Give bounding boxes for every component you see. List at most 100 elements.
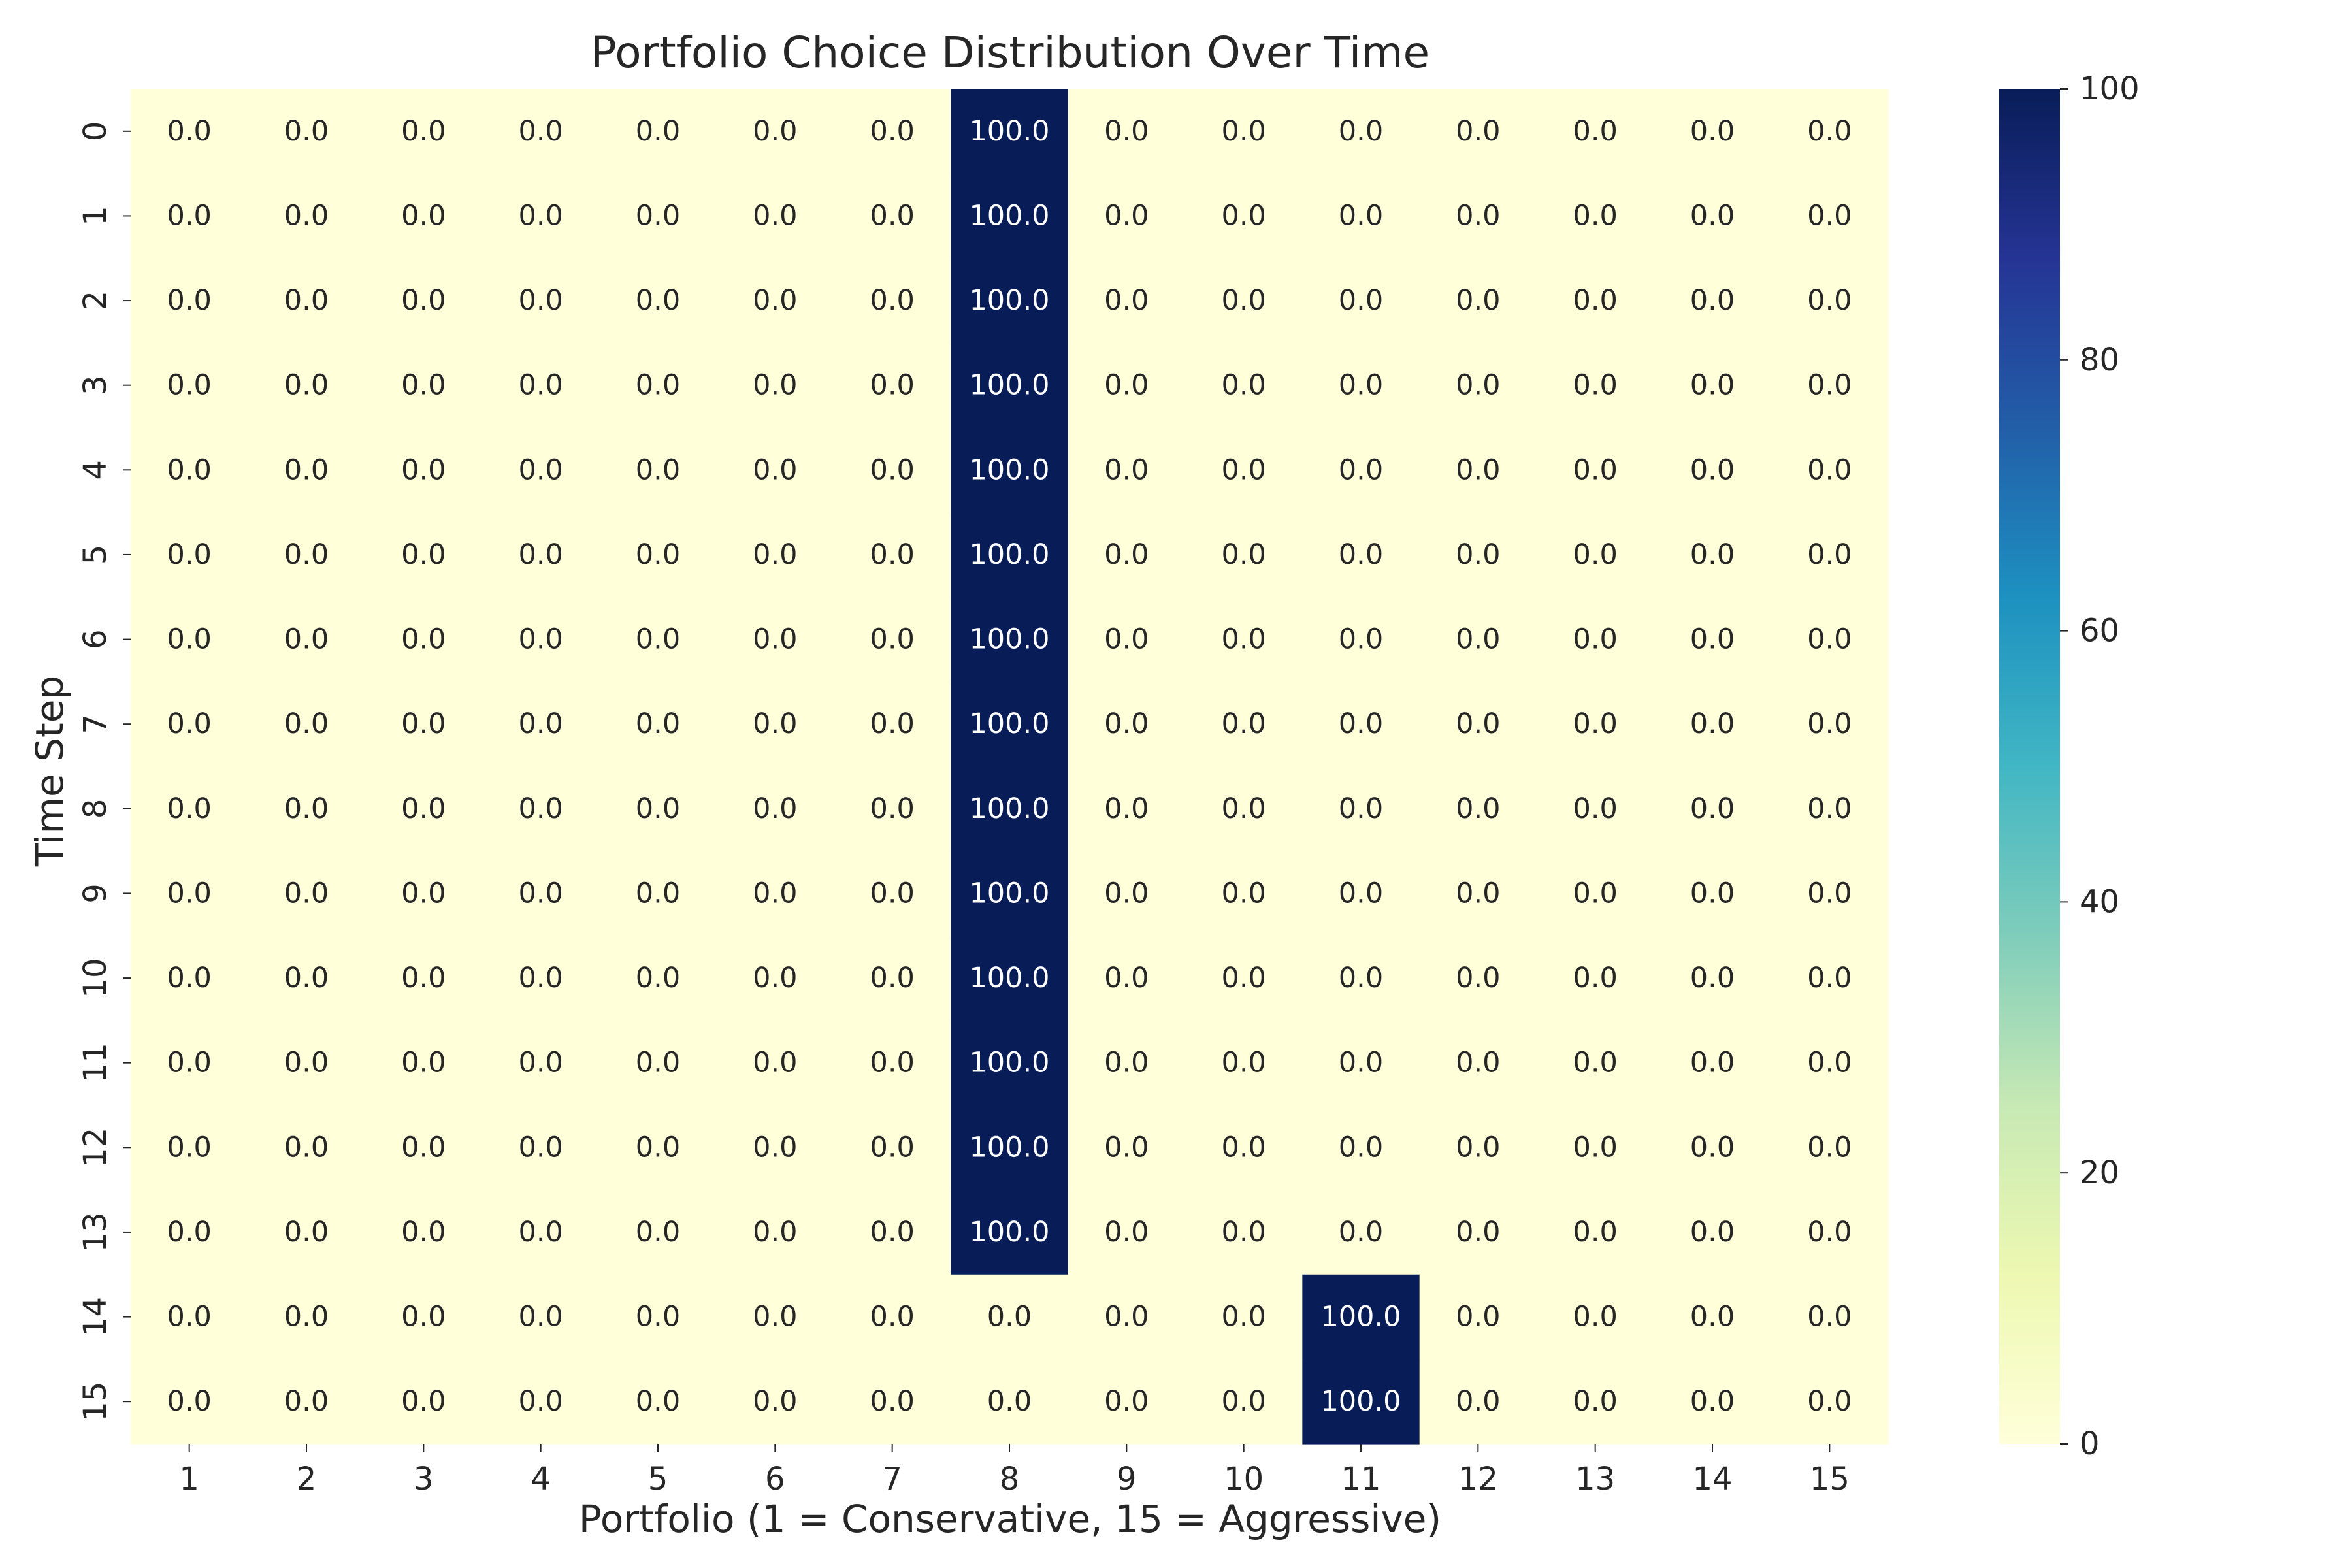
heatmap-cell [1302, 681, 1420, 767]
heatmap-cell-label: 0.0 [636, 877, 680, 909]
heatmap-cell [1771, 851, 1889, 936]
heatmap-cell [1771, 596, 1889, 682]
heatmap-cell [716, 1359, 834, 1445]
heatmap-cell [1302, 258, 1420, 344]
heatmap-cell [599, 258, 717, 344]
heatmap-cell-label: 0.0 [167, 877, 211, 909]
heatmap-cell [1537, 1359, 1654, 1445]
heatmap-cell [1771, 1020, 1889, 1106]
y-tick-label: 9 [77, 883, 114, 904]
heatmap-cell-label: 0.0 [167, 453, 211, 486]
heatmap-cell [951, 173, 1069, 259]
y-tick-label: 3 [77, 375, 114, 395]
heatmap-cell-label: 0.0 [1104, 1385, 1149, 1418]
heatmap-cell [1302, 596, 1420, 682]
y-tick-label: 5 [77, 545, 114, 565]
heatmap-cell [1537, 89, 1654, 174]
heatmap-cell [951, 681, 1069, 767]
heatmap-cell-label: 0.0 [753, 708, 797, 740]
heatmap-cell [951, 851, 1069, 936]
heatmap-cell [599, 342, 717, 429]
y-tick-label: 12 [77, 1128, 114, 1168]
heatmap-cell [1302, 1359, 1420, 1445]
heatmap-cell [1654, 1274, 1772, 1360]
heatmap-cell [951, 1359, 1069, 1445]
heatmap-cell-label: 0.0 [1104, 1047, 1149, 1079]
heatmap-cell-label: 0.0 [1573, 1385, 1617, 1418]
heatmap-cell [1185, 342, 1303, 429]
heatmap-cell [1537, 173, 1654, 259]
heatmap-cell-label: 0.0 [1807, 1131, 1852, 1164]
heatmap-cell-label: 0.0 [518, 623, 563, 656]
heatmap-cell-label: 0.0 [167, 623, 211, 656]
heatmap-cell [131, 1020, 248, 1106]
heatmap-cell [131, 851, 248, 936]
heatmap-cell [1302, 1020, 1420, 1106]
heatmap-cell-label: 0.0 [1104, 1216, 1149, 1249]
heatmap-cell [1537, 1105, 1654, 1190]
heatmap-cell [1771, 1190, 1889, 1275]
heatmap-cell-label: 0.0 [870, 453, 914, 486]
heatmap-cell-label: 0.0 [1104, 877, 1149, 909]
heatmap-cell-label: 0.0 [167, 1385, 211, 1418]
heatmap-cell-label: 0.0 [518, 1047, 563, 1079]
heatmap-cell-label: 0.0 [1456, 284, 1500, 317]
heatmap-cell-label: 0.0 [1339, 623, 1383, 656]
heatmap-cell-label: 0.0 [1573, 453, 1617, 486]
heatmap-cell-label: 0.0 [1690, 199, 1735, 232]
heatmap-cell-label: 0.0 [284, 877, 329, 909]
heatmap-cell-label: 0.0 [1456, 1216, 1500, 1249]
heatmap-cell-label: 0.0 [1456, 623, 1500, 656]
heatmap-cell-label: 0.0 [753, 962, 797, 994]
heatmap-cell-label: 0.0 [167, 1047, 211, 1079]
heatmap-cell-label: 0.0 [284, 1131, 329, 1164]
heatmap-cell-label: 0.0 [1104, 1301, 1149, 1333]
heatmap-cell-label: 0.0 [1573, 284, 1617, 317]
heatmap-cell-label: 0.0 [167, 962, 211, 994]
y-tick-label: 2 [77, 291, 114, 311]
heatmap-cell [716, 851, 834, 936]
y-tick-label: 4 [77, 460, 114, 480]
heatmap-cell [1302, 342, 1420, 429]
heatmap-cell [599, 1105, 717, 1190]
heatmap-cell [716, 1020, 834, 1106]
heatmap-cell-label: 0.0 [518, 538, 563, 571]
heatmap-cell-label: 0.0 [518, 877, 563, 909]
heatmap-cell-label: 0.0 [1221, 623, 1266, 656]
heatmap-cell-label: 0.0 [518, 792, 563, 825]
heatmap-cell-label: 0.0 [870, 284, 914, 317]
heatmap-cell [131, 1190, 248, 1275]
heatmap-cell-label: 100.0 [969, 115, 1049, 148]
heatmap-cell [365, 512, 483, 598]
heatmap-cell-label: 0.0 [1807, 708, 1852, 740]
heatmap-cell-label: 0.0 [1690, 115, 1735, 148]
heatmap-cell-label: 0.0 [1221, 369, 1266, 402]
heatmap-cell-label: 0.0 [401, 199, 446, 232]
heatmap-cell [1419, 173, 1537, 259]
chart-title: Portfolio Choice Distribution Over Time [591, 27, 1429, 78]
heatmap-cell-label: 0.0 [870, 708, 914, 740]
x-tick-label: 4 [531, 1461, 551, 1497]
heatmap-cell-label: 0.0 [1690, 708, 1735, 740]
heatmap-cell-label: 0.0 [284, 115, 329, 148]
colorbar [1999, 89, 2060, 1444]
heatmap-cell-label: 0.0 [1573, 115, 1617, 148]
heatmap-cell-label: 0.0 [1221, 1216, 1266, 1249]
heatmap-cell [1302, 427, 1420, 513]
heatmap-cell-label: 0.0 [401, 1385, 446, 1418]
heatmap-cell-label: 0.0 [1690, 1131, 1735, 1164]
heatmap-cell-label: 0.0 [401, 1216, 446, 1249]
heatmap-cell-label: 0.0 [1456, 1047, 1500, 1079]
heatmap-cell-label: 0.0 [753, 1301, 797, 1333]
heatmap-cell [1068, 342, 1186, 429]
heatmap-cell-label: 0.0 [167, 538, 211, 571]
heatmap-cell [951, 1274, 1069, 1360]
heatmap-cell-label: 0.0 [1573, 1216, 1617, 1249]
heatmap-cell [599, 512, 717, 598]
heatmap-cell [482, 427, 600, 513]
heatmap-cell-label: 0.0 [870, 962, 914, 994]
heatmap-cell-label: 0.0 [1104, 115, 1149, 148]
colorbar-tick-label: 80 [2080, 342, 2119, 378]
heatmap-cell [1185, 1359, 1303, 1445]
